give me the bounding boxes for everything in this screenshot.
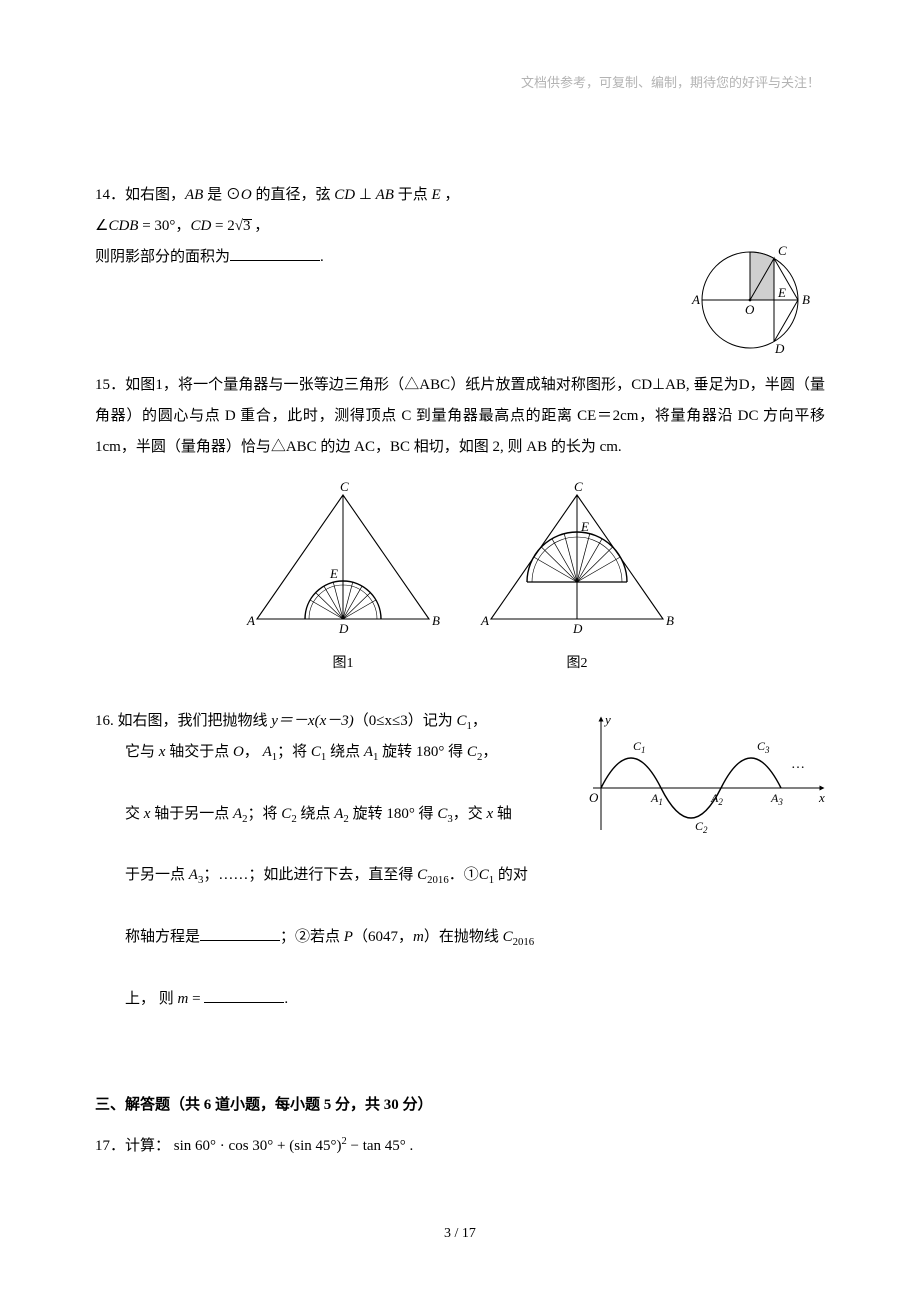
svg-text:C: C <box>340 481 349 494</box>
svg-text:A: A <box>691 292 700 307</box>
q16-figure: y x O A1 A2 A3 C1 C2 C3 … <box>583 706 833 845</box>
svg-text:A3: A3 <box>770 791 783 807</box>
q15-fig1: C A B D E 图1 <box>243 481 443 672</box>
svg-text:D: D <box>774 341 785 356</box>
section-3-title: 三、解答题（共 6 道小题，每小题 5 分，共 30 分） <box>95 1093 825 1114</box>
svg-text:A: A <box>480 613 489 628</box>
question-15: 15．如图1，将一个量角器与一张等边三角形（△ABC）纸片放置成轴对称图形，CD… <box>95 370 825 671</box>
svg-text:A: A <box>246 613 255 628</box>
q15-fig1-label: 图1 <box>243 652 443 672</box>
svg-text:B: B <box>666 613 674 628</box>
q15-text: 15．如图1，将一个量角器与一张等边三角形（△ABC）纸片放置成轴对称图形，CD… <box>95 370 825 462</box>
question-16: 16. 如右图，我们把抛物线 y＝－x(x－3)（0≤x≤3）记为 C1， 它与… <box>95 706 825 1015</box>
svg-text:D: D <box>572 621 583 636</box>
question-14: 14．如右图，AB 是 ⊙O 的直径，弦 CD ⊥ AB 于点 E ， ∠CDB… <box>95 180 825 272</box>
svg-text:C3: C3 <box>757 739 770 755</box>
q16-blank2 <box>204 987 284 1003</box>
svg-text:E: E <box>329 566 338 581</box>
svg-text:A1: A1 <box>650 791 663 807</box>
svg-text:O: O <box>589 790 599 805</box>
svg-text:C: C <box>574 481 583 494</box>
svg-text:B: B <box>802 292 810 307</box>
q14-text: 14．如右图，AB 是 ⊙O 的直径，弦 CD ⊥ AB 于点 E ， ∠CDB… <box>95 180 575 272</box>
svg-text:C: C <box>778 243 787 258</box>
page-footer: 3 / 17 <box>0 1226 920 1242</box>
svg-text:E: E <box>580 519 589 534</box>
q15-fig2: C A B D E 图2 <box>477 481 677 672</box>
q16-text: 16. 如右图，我们把抛物线 y＝－x(x－3)（0≤x≤3）记为 C1， 它与… <box>95 706 565 1015</box>
svg-text:x: x <box>818 790 825 805</box>
svg-text:O: O <box>745 302 755 317</box>
svg-text:B: B <box>432 613 440 628</box>
svg-text:A2: A2 <box>710 791 723 807</box>
question-17: 17．计算： sin 60° · cos 30° + (sin 45°)2 − … <box>95 1134 825 1155</box>
svg-text:y: y <box>603 712 611 727</box>
svg-text:E: E <box>777 285 786 300</box>
q14-l1: 14．如右图，AB 是 ⊙O 的直径，弦 CD ⊥ AB 于点 E ， <box>95 187 459 203</box>
q16-blank1 <box>200 925 280 941</box>
q14-figure: A B C D E O <box>675 230 825 375</box>
q14-l2: ∠CDB = 30°，CD = 2√3 ， <box>95 218 269 234</box>
q14-l3: 则阴影部分的面积为. <box>95 249 324 265</box>
svg-text:C1: C1 <box>633 739 646 755</box>
q15-fig2-label: 图2 <box>477 652 677 672</box>
svg-text:C2: C2 <box>695 819 708 835</box>
q17-expr: sin 60° · cos 30° + (sin 45°)2 − tan 45°… <box>174 1138 414 1154</box>
header-note: 文档供参考，可复制、编制，期待您的好评与关注！ <box>521 72 820 91</box>
svg-text:D: D <box>338 621 349 636</box>
svg-text:…: … <box>791 757 805 772</box>
q14-blank <box>230 245 320 261</box>
